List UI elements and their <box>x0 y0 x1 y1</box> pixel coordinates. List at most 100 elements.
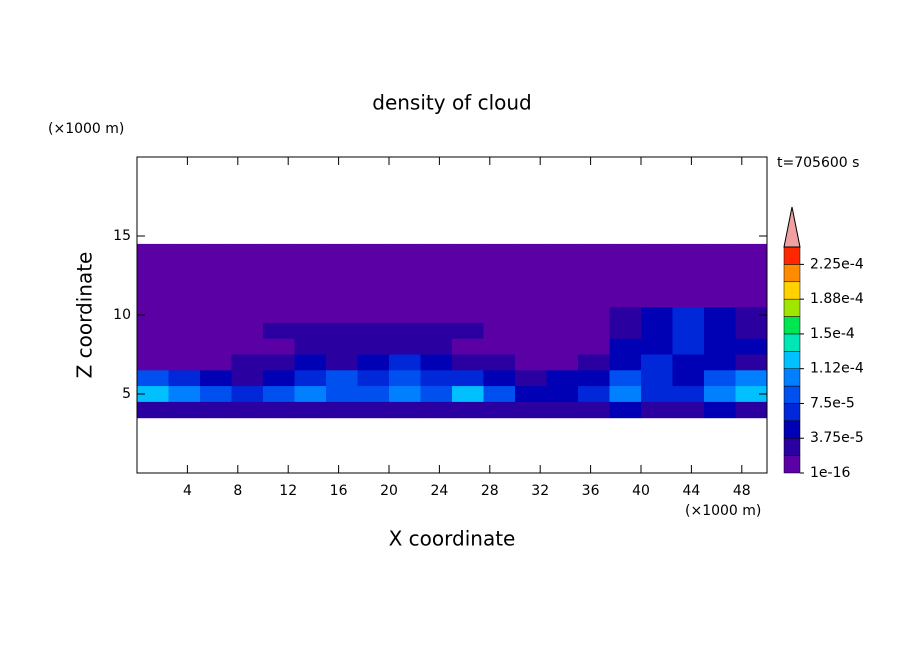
contour-cell <box>137 291 169 308</box>
contour-cell <box>137 354 169 371</box>
contour-cell <box>515 354 547 371</box>
contour-cell <box>483 307 516 324</box>
x-tick-label: 20 <box>380 483 398 499</box>
contour-cell <box>578 307 610 324</box>
x-tick-label: 44 <box>682 483 700 499</box>
contour-cell <box>609 322 642 340</box>
contour-cell <box>263 291 295 308</box>
contour-cell <box>200 386 232 403</box>
colorbar-segment <box>783 316 801 335</box>
contour-cell <box>546 354 579 371</box>
contour-cell <box>389 354 421 371</box>
contour-cell <box>420 275 453 292</box>
x-tick-label: 8 <box>233 483 242 499</box>
colorbar-segment <box>783 351 801 369</box>
contour-cell <box>326 370 358 387</box>
contour-cell <box>641 291 673 308</box>
contour-cell <box>546 386 579 403</box>
contour-cell <box>578 386 610 403</box>
contour-cell <box>326 354 358 371</box>
contour-cell <box>515 275 547 292</box>
contour-cell <box>231 401 264 419</box>
contour-cell <box>263 338 295 355</box>
contour-cell <box>452 322 484 340</box>
contour-cell <box>326 338 358 355</box>
contour-cell <box>452 243 484 261</box>
contour-cell <box>263 401 295 419</box>
contour-cell <box>483 322 516 340</box>
contour-cell <box>704 291 736 308</box>
contour-cell <box>168 243 201 261</box>
y-tick-label: 15 <box>113 228 131 244</box>
contour-cell <box>609 354 642 371</box>
contour-cell <box>672 291 705 308</box>
contour-cell <box>137 401 169 419</box>
contour-cell <box>231 259 264 276</box>
contour-cell <box>420 401 453 419</box>
contour-cell <box>357 401 390 419</box>
contour-cell <box>735 291 768 308</box>
contour-cell <box>515 386 547 403</box>
contour-cell <box>735 370 768 387</box>
contour-cell <box>546 243 579 261</box>
contour-cell <box>672 307 705 324</box>
contour-cell <box>452 259 484 276</box>
contour-cell <box>420 354 453 371</box>
contour-cell <box>420 307 453 324</box>
contour-cell <box>735 275 768 292</box>
contour-cell <box>294 322 327 340</box>
x-tick-label: 40 <box>632 483 650 499</box>
x-unit: (×1000 m) <box>685 503 761 519</box>
contour-cell <box>672 354 705 371</box>
contour-cell <box>704 307 736 324</box>
contour-cell <box>389 322 421 340</box>
contour-cell <box>231 307 264 324</box>
contour-cell <box>389 259 421 276</box>
contour-cell <box>452 386 484 403</box>
contour-cell <box>263 354 295 371</box>
contour-cell <box>546 401 579 419</box>
contour-cell <box>200 275 232 292</box>
contour-cell <box>735 322 768 340</box>
contour-cell <box>137 338 169 355</box>
contour-cell <box>294 259 327 276</box>
contour-cell <box>578 291 610 308</box>
contour-cell <box>263 259 295 276</box>
contour-cell <box>168 386 201 403</box>
contour-cell <box>294 386 327 403</box>
colorbar-segment <box>783 333 801 352</box>
contour-cell <box>389 243 421 261</box>
contour-cell <box>168 291 201 308</box>
contour-cell <box>326 401 358 419</box>
x-tick-label: 4 <box>183 483 192 499</box>
contour-cell <box>231 386 264 403</box>
contour-cell <box>168 338 201 355</box>
contour-cell <box>200 370 232 387</box>
contour-cell <box>357 386 390 403</box>
colorbar-segment <box>783 437 801 456</box>
colorbar-segment <box>783 281 801 300</box>
contour-cell <box>641 401 673 419</box>
contour-cell <box>452 354 484 371</box>
contour-cell <box>357 338 390 355</box>
time-annotation: t=705600 s <box>777 155 859 171</box>
contour-cell <box>357 354 390 371</box>
contour-cell <box>483 338 516 355</box>
contour-cell <box>137 259 169 276</box>
contour-cell <box>231 354 264 371</box>
contour-cell <box>294 275 327 292</box>
contour-cell <box>200 307 232 324</box>
contour-cell <box>483 275 516 292</box>
contour-cell <box>578 243 610 261</box>
contour-cell <box>357 322 390 340</box>
contour-cell <box>231 370 264 387</box>
x-tick-label: 24 <box>430 483 448 499</box>
contour-cell <box>704 338 736 355</box>
contour-cell <box>200 354 232 371</box>
contour-cell <box>357 307 390 324</box>
contour-cell <box>231 338 264 355</box>
colorbar-segment <box>783 368 801 387</box>
contour-cell <box>515 291 547 308</box>
x-tick-label: 48 <box>733 483 751 499</box>
